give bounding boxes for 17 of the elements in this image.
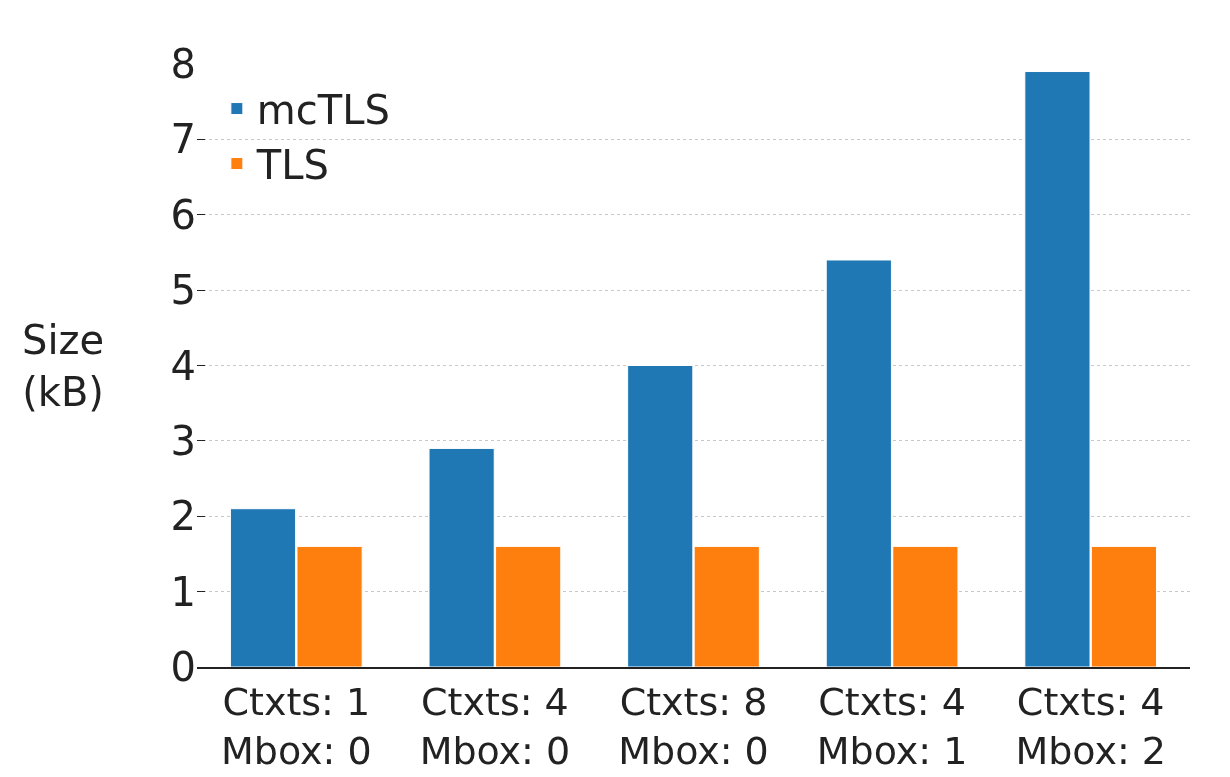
y-tick-label: 1 — [170, 568, 196, 615]
y-tick-label: 5 — [170, 267, 196, 314]
legend-label: TLS — [255, 142, 329, 189]
y-tick-label: 2 — [170, 493, 196, 540]
y-tick-label: 0 — [170, 644, 196, 690]
x-tick-label: Ctxts: 4 Mbox: 0 — [419, 679, 571, 773]
x-tick-label: Ctxts: 8 Mbox: 0 — [618, 679, 769, 773]
y-axis-title: Size (kB) — [22, 317, 105, 415]
y-tick-label: 8 — [170, 41, 196, 87]
x-tick-label: Ctxts: 4 Mbox: 2 — [1015, 679, 1166, 773]
y-tick-label: 4 — [170, 342, 196, 389]
y-tick-label: 3 — [170, 417, 196, 464]
y-tick-label: 6 — [170, 191, 196, 238]
x-tick-label: Ctxts: 4 Mbox: 1 — [816, 679, 968, 773]
y-tick-label: 7 — [170, 116, 196, 163]
x-tick-label: Ctxts: 1 Mbox: 0 — [221, 679, 372, 773]
legend-label: mcTLS — [256, 87, 390, 134]
